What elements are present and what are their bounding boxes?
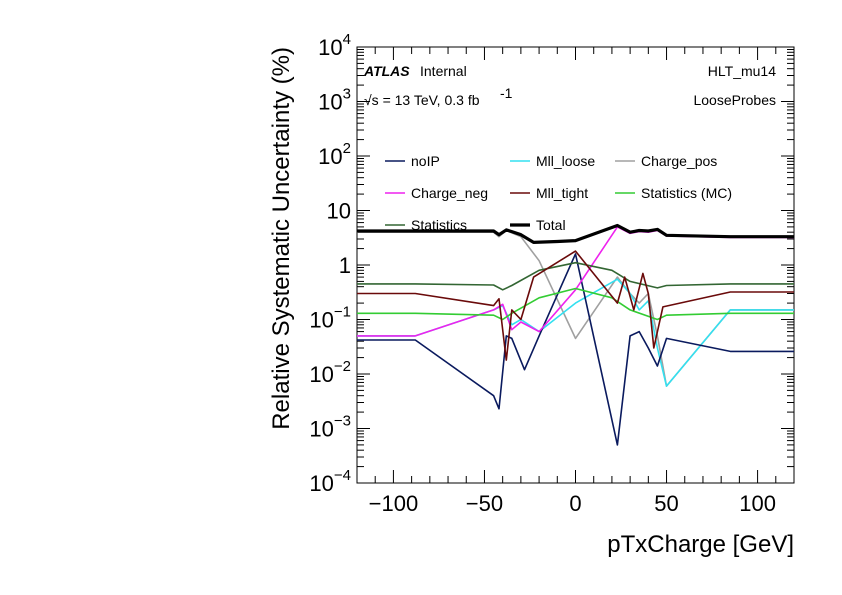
selection-label: LooseProbes xyxy=(693,92,776,108)
legend-label: Mll_tight xyxy=(536,185,588,201)
series-line-statistics-mc xyxy=(357,287,794,321)
legend-item-mll-tight: Mll_tight xyxy=(510,185,588,201)
x-tick-labels: −100 −50 0 50 100 xyxy=(369,491,776,516)
energy-superscript: -1 xyxy=(500,85,513,101)
legend-item-statistics-mc: Statistics (MC) xyxy=(615,185,732,201)
series-line-total xyxy=(357,223,794,244)
y-tick-label: 10 xyxy=(327,199,351,224)
y-tick-label: 104 xyxy=(318,31,351,60)
legend-item-mll-loose: Mll_loose xyxy=(510,153,595,169)
legend-item-total: Total xyxy=(510,217,566,233)
y-tick-label: 10−1 xyxy=(309,304,351,333)
legend-label: Total xyxy=(536,217,566,233)
energy-label: √s = 13 TeV, 0.3 fb -1 xyxy=(364,85,513,108)
series-line-charge-neg xyxy=(357,226,794,337)
x-tick-label: −50 xyxy=(466,491,503,516)
legend-label: Charge_neg xyxy=(411,185,488,201)
legend-label: Statistics (MC) xyxy=(641,185,732,201)
y-tick-labels: 10−4 10−3 10−2 10−1 1 10 102 103 104 xyxy=(309,31,351,496)
legend-label: noIP xyxy=(411,153,440,169)
y-tick-label: 1 xyxy=(339,253,351,278)
energy-text: √s = 13 TeV, 0.3 fb xyxy=(364,92,480,108)
series-line-mll-tight xyxy=(357,250,794,361)
y-axis-title: Relative Systematic Uncertainty (%) xyxy=(268,47,295,430)
legend-item-charge-pos: Charge_pos xyxy=(615,153,717,169)
legend: noIP Mll_loose Charge_pos Charge_neg Mll_tig… xyxy=(385,153,732,233)
atlas-text: ATLAS xyxy=(363,63,410,79)
y-tick-label: 10−2 xyxy=(309,358,351,387)
plot-frame xyxy=(356,46,795,484)
atlas-label: ATLAS Internal xyxy=(363,63,467,79)
trigger-label: HLT_mu14 xyxy=(708,63,776,79)
y-tick-label: 10−3 xyxy=(309,413,351,442)
legend-item-noip: noIP xyxy=(385,153,440,169)
legend-item-charge-neg: Charge_neg xyxy=(385,185,488,201)
x-tick-label: 100 xyxy=(739,491,776,516)
legend-label: Mll_loose xyxy=(536,153,595,169)
legend-label: Statistics xyxy=(411,217,467,233)
series-line-statistics xyxy=(357,261,794,291)
x-tick-label: 0 xyxy=(569,491,581,516)
y-tick-label: 103 xyxy=(318,86,351,115)
legend-item-statistics: Statistics xyxy=(385,217,467,233)
axis-ticks xyxy=(356,46,795,484)
y-tick-label: 10−4 xyxy=(309,467,351,496)
series-line-noip xyxy=(357,253,794,446)
x-tick-label: −100 xyxy=(369,491,419,516)
legend-label: Charge_pos xyxy=(641,153,717,169)
x-tick-label: 50 xyxy=(654,491,678,516)
y-tick-label: 102 xyxy=(318,140,351,169)
x-axis-title: pTxCharge [GeV] xyxy=(607,531,794,558)
series-layer xyxy=(357,223,794,446)
internal-text: Internal xyxy=(420,63,467,79)
